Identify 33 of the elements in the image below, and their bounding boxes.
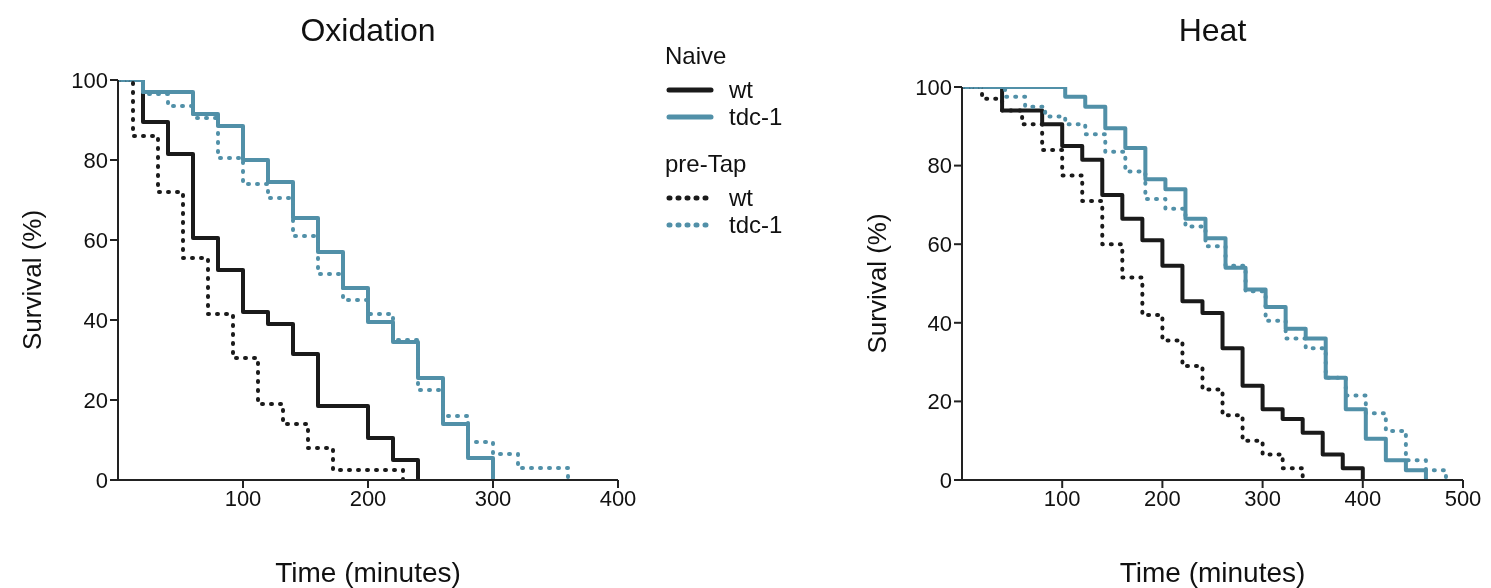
legend-title: Naive <box>665 42 728 70</box>
y-axis-title: Survival (%) <box>862 213 892 354</box>
y-tick-label: 80 <box>83 147 108 173</box>
x-axis-title: Time (minutes) <box>275 557 461 588</box>
y-tick-label: 100 <box>915 74 952 100</box>
x-tick-label: 100 <box>224 485 262 511</box>
y-tick-label: 20 <box>927 389 952 415</box>
y-axis-title: Survival (%) <box>17 209 47 351</box>
legend-label: wt <box>729 75 753 104</box>
x-tick-label: 200 <box>1144 485 1181 511</box>
legend-label: wt <box>729 183 753 212</box>
chart-title: Heat <box>1177 12 1248 49</box>
y-tick-label: 20 <box>83 387 108 413</box>
x-tick-label: 400 <box>599 485 637 511</box>
x-tick-label: 100 <box>1043 485 1081 511</box>
y-tick-label: 80 <box>927 153 952 179</box>
text: pre-Tap <box>665 150 748 178</box>
y-tick-label: 0 <box>939 467 952 493</box>
legend-label: tdc-1 <box>729 102 783 131</box>
x-tick-label: 300 <box>474 485 512 511</box>
x-tick-label: 400 <box>1344 485 1382 511</box>
y-tick-label: 60 <box>83 227 108 253</box>
y-tick-label: 40 <box>927 310 952 336</box>
x-axis-title: Time (minutes) <box>1119 557 1306 588</box>
y-tick-label: 0 <box>95 467 108 493</box>
x-tick-label: 200 <box>349 485 387 511</box>
y-tick-label: 60 <box>927 232 952 258</box>
x-tick-label: 300 <box>1244 485 1281 511</box>
x-tick-label: 500 <box>1444 485 1482 511</box>
y-tick-label: 40 <box>83 307 108 333</box>
legend-label: tdc-1 <box>729 210 783 239</box>
y-tick-label: 100 <box>71 67 108 93</box>
chart-title: Oxidation <box>299 12 437 49</box>
